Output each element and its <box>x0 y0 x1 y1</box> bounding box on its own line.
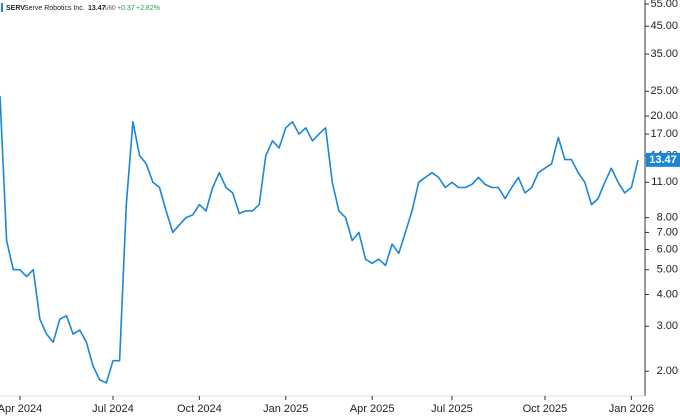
change-percent: +2.82% <box>136 5 160 12</box>
x-tick-label: Oct 2025 <box>523 403 568 415</box>
change: +0.37 <box>117 5 135 12</box>
x-tick-label: Oct 2024 <box>177 403 222 415</box>
x-tick-label: Jan 2026 <box>609 403 654 415</box>
x-tick-label: Jul 2024 <box>92 403 134 415</box>
symbol: SERV <box>6 5 25 12</box>
price-line <box>0 95 639 384</box>
y-tick-label: 17.00 <box>650 128 678 140</box>
currency: USD <box>105 5 116 11</box>
y-tick-label: 45.00 <box>650 20 678 32</box>
y-tick-label: 2.00 <box>657 365 678 377</box>
price-tag <box>646 152 680 167</box>
x-tick-label: Jul 2025 <box>431 403 473 415</box>
y-tick-label: 3.00 <box>657 320 678 332</box>
company-name: Serve Robotics Inc. <box>24 5 85 12</box>
x-tick-label: Apr 2024 <box>0 403 42 415</box>
price: 13.47 <box>88 5 106 12</box>
y-tick-label: 20.00 <box>650 110 678 122</box>
y-tick-label: 7.00 <box>657 226 678 238</box>
y-tick-label: 6.00 <box>657 243 678 255</box>
y-tick-label: 25.00 <box>650 85 678 97</box>
x-tick-label: Jan 2025 <box>263 403 308 415</box>
y-tick-label: 5.00 <box>657 264 678 276</box>
y-tick-label: 4.00 <box>657 288 678 300</box>
y-tick-label: 35.00 <box>650 48 678 60</box>
y-tick-label: 55.00 <box>650 0 678 10</box>
y-tick-label: 11.00 <box>651 176 678 188</box>
x-tick-label: Apr 2025 <box>350 403 395 415</box>
header-marker <box>1 3 3 12</box>
y-tick-label: 8.00 <box>657 212 678 224</box>
price-tag-label: 13.47 <box>649 154 677 166</box>
